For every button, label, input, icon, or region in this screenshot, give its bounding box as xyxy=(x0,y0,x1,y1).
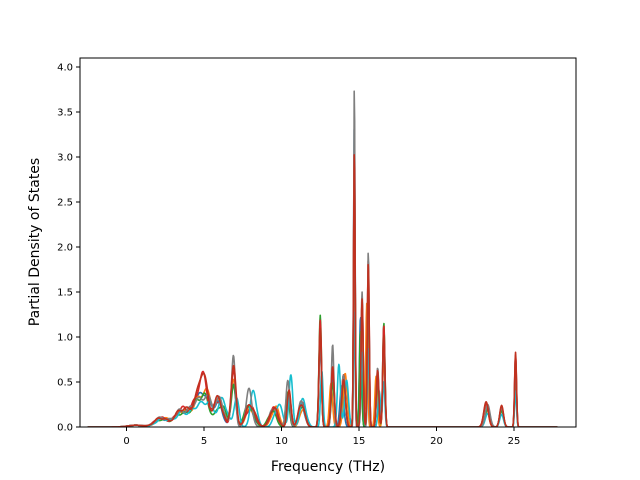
y-tick-label: 3.0 xyxy=(57,153,73,164)
x-tick-label: 20 xyxy=(430,436,443,447)
y-tick-label: 1.0 xyxy=(57,333,73,344)
plot-frame xyxy=(79,57,577,428)
y-axis-ticks: 0.0 0.5 1.0 1.5 2.0 2.5 3.0 3.5 4.0 xyxy=(57,63,80,434)
y-tick-label: 3.5 xyxy=(57,108,73,119)
x-tick-label: 10 xyxy=(275,436,288,447)
y-tick-label: 0.0 xyxy=(57,423,73,434)
x-tick-label: 0 xyxy=(123,436,129,447)
x-tick-label: 5 xyxy=(201,436,207,447)
x-tick-label: 15 xyxy=(353,436,366,447)
y-tick-label: 0.5 xyxy=(57,378,73,389)
x-axis-ticks: 0 5 10 15 20 25 xyxy=(123,427,520,447)
y-tick-label: 2.5 xyxy=(57,198,73,209)
x-axis-label: Frequency (THz) xyxy=(271,459,385,475)
y-axis-label: Partial Density of States xyxy=(27,158,43,326)
y-tick-label: 1.5 xyxy=(57,288,73,299)
y-tick-label: 2.0 xyxy=(57,243,73,254)
y-tick-label: 4.0 xyxy=(57,63,73,74)
x-tick-label: 25 xyxy=(508,436,521,447)
